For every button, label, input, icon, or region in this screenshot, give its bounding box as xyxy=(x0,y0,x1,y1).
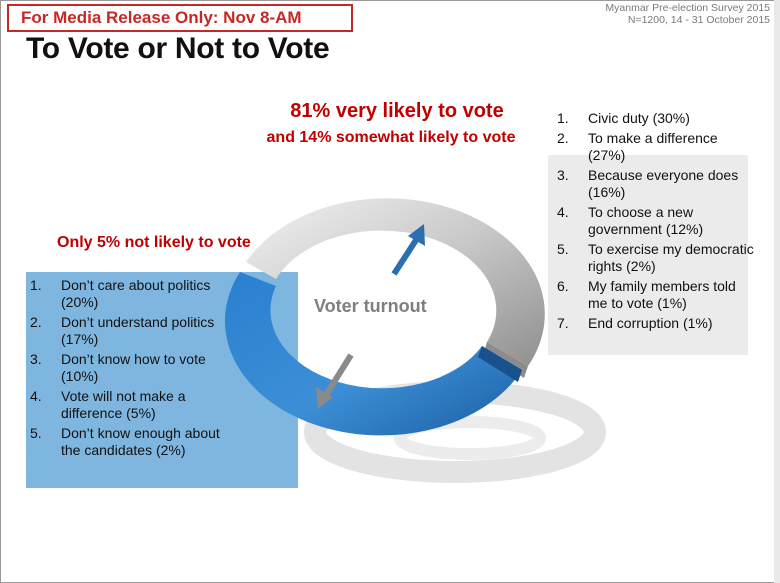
reasons-not-voting-list: 1. Don’t care about politics (20%) 2. Don’… xyxy=(30,277,230,462)
page-title: To Vote or Not to Vote xyxy=(26,32,330,65)
list-item: 7. End corruption (1%) xyxy=(557,315,757,332)
list-item: 2. Don’t understand politics (17%) xyxy=(30,314,230,348)
list-text: Vote will not make a difference (5%) xyxy=(61,388,186,421)
list-text: To choose a new government (12%) xyxy=(588,204,704,237)
list-number: 1. xyxy=(30,277,42,293)
list-text: Because everyone does (16%) xyxy=(588,167,739,200)
media-release-badge: For Media Release Only: Nov 8-AM xyxy=(7,4,353,32)
list-number: 3. xyxy=(30,351,42,367)
list-item: 4. Vote will not make a difference (5%) xyxy=(30,388,230,422)
down-arrow-icon xyxy=(316,353,354,409)
not-likely-text: Only 5% not likely to vote xyxy=(57,234,251,251)
list-number: 7. xyxy=(557,315,569,331)
list-text: Don’t care about politics (20%) xyxy=(61,277,211,310)
survey-sample: N=1200, 14 - 31 October 2015 xyxy=(627,14,770,26)
list-item: 4. To choose a new government (12%) xyxy=(557,204,757,238)
list-item: 5. To exercise my democratic rights (2%) xyxy=(557,241,757,275)
ring-arc-not-likely xyxy=(224,272,522,436)
somewhat-likely-text: and 14% somewhat likely to vote xyxy=(266,129,516,146)
list-number: 4. xyxy=(557,204,569,220)
list-number: 4. xyxy=(30,388,42,404)
list-text: Don’t know enough about the candidates (… xyxy=(61,425,220,458)
list-item: 5. Don’t know enough about the candidates… xyxy=(30,425,230,459)
list-text: My family members told me to vote (1%) xyxy=(588,278,736,311)
list-item: 1. Civic duty (30%) xyxy=(557,110,757,127)
list-number: 2. xyxy=(30,314,42,330)
ring-arc-likely xyxy=(246,198,545,366)
ring-arc-not-likely-edge xyxy=(478,346,522,382)
ring-shadow-inner xyxy=(394,416,546,460)
list-text: Civic duty (30%) xyxy=(588,110,690,126)
voting-panel xyxy=(548,155,748,355)
list-number: 1. xyxy=(557,110,569,126)
list-item: 2. To make a difference (27%) xyxy=(557,130,757,164)
list-number: 5. xyxy=(557,241,569,257)
list-text: To make a difference (27%) xyxy=(588,130,718,163)
list-item: 1. Don’t care about politics (20%) xyxy=(30,277,230,311)
very-likely-text: 81% very likely to vote xyxy=(290,100,504,122)
list-number: 2. xyxy=(557,130,569,146)
list-item: 3. Don’t know how to vote (10%) xyxy=(30,351,230,385)
list-text: Don’t know how to vote (10%) xyxy=(61,351,206,384)
list-number: 5. xyxy=(30,425,42,441)
voter-turnout-label: Voter turnout xyxy=(314,296,427,316)
list-number: 6. xyxy=(557,278,569,294)
list-text: End corruption (1%) xyxy=(588,315,713,331)
list-text: Don’t understand politics (17%) xyxy=(61,314,215,347)
up-arrow-icon xyxy=(391,224,425,276)
reasons-voting-list: 1. Civic duty (30%) 2. To make a differenc… xyxy=(557,110,757,335)
list-text: To exercise my democratic rights (2%) xyxy=(588,241,754,274)
survey-info: Myanmar Pre-election Survey 2015 N=1200,… xyxy=(605,2,770,26)
survey-name: Myanmar Pre-election Survey 2015 xyxy=(605,2,770,14)
slide-edge xyxy=(774,0,780,583)
list-number: 3. xyxy=(557,167,569,183)
list-item: 6. My family members told me to vote (1%) xyxy=(557,278,757,312)
list-item: 3. Because everyone does (16%) xyxy=(557,167,757,201)
